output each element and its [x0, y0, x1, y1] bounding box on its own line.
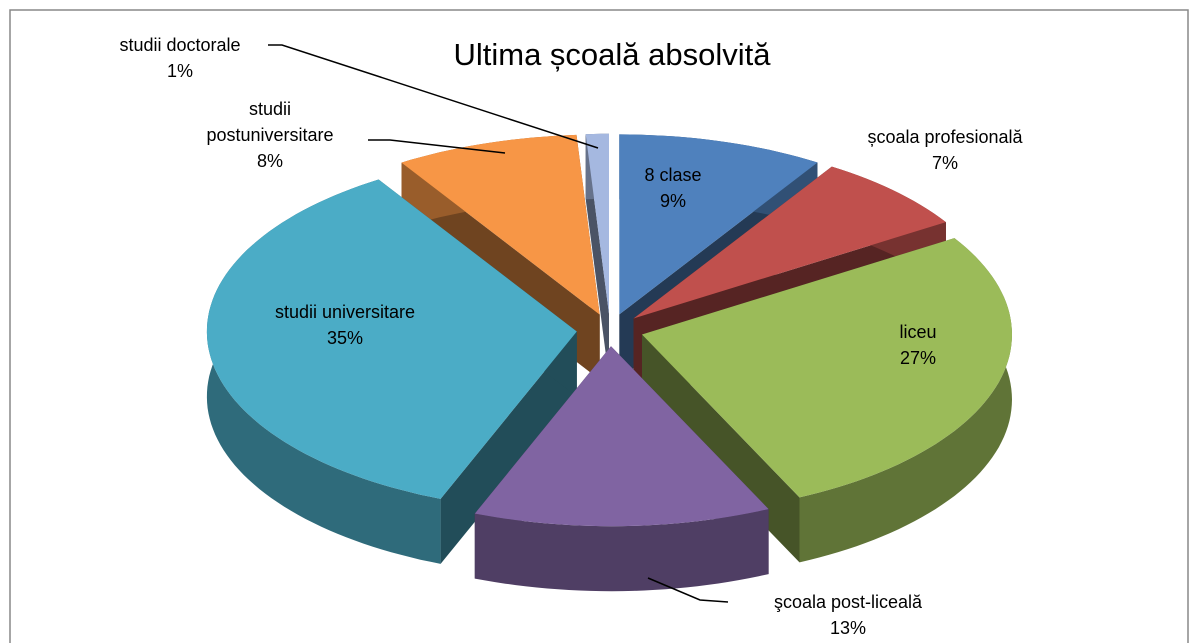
slice-wall — [474, 509, 769, 592]
data-label: studii doctorale 1% — [119, 32, 240, 84]
category-label: şcoala post-liceală — [773, 592, 923, 612]
value-label: 13% — [829, 618, 867, 638]
slice-side — [440, 331, 577, 564]
value-label: 35% — [326, 328, 364, 348]
slice — [642, 238, 1012, 498]
leader-line — [647, 577, 729, 603]
chart-border — [9, 9, 1189, 643]
data-label: liceu 27% — [899, 319, 936, 371]
category-label: liceu — [899, 322, 937, 342]
category-label: studii universitare — [274, 302, 416, 322]
value-label: 1% — [166, 61, 194, 81]
leader-line — [268, 44, 599, 149]
data-label: 8 clase 9% — [644, 162, 701, 214]
data-label: studii postuniversitare 8% — [185, 96, 355, 174]
slice — [474, 346, 769, 527]
data-label: şcoala post-liceală 13% — [774, 589, 922, 641]
data-label: școala profesională 7% — [867, 124, 1022, 176]
slice — [401, 134, 600, 315]
category-label: studii postuniversitare — [206, 99, 334, 145]
value-label: 8% — [256, 151, 283, 171]
category-label: 8 clase — [644, 165, 702, 185]
data-label: studii universitare 35% — [275, 299, 415, 351]
category-label: școala profesională — [867, 127, 1023, 147]
slice — [633, 166, 946, 319]
slice — [585, 133, 609, 314]
leader-line — [368, 139, 506, 154]
category-label: studii doctorale — [119, 35, 241, 55]
value-label: 9% — [659, 191, 687, 211]
value-label: 7% — [931, 153, 959, 173]
slice — [619, 134, 818, 315]
value-label: 27% — [899, 348, 937, 368]
chart-title: Ultima școală absolvită — [453, 37, 771, 72]
slice-wall — [799, 238, 1012, 563]
slice — [206, 179, 577, 499]
